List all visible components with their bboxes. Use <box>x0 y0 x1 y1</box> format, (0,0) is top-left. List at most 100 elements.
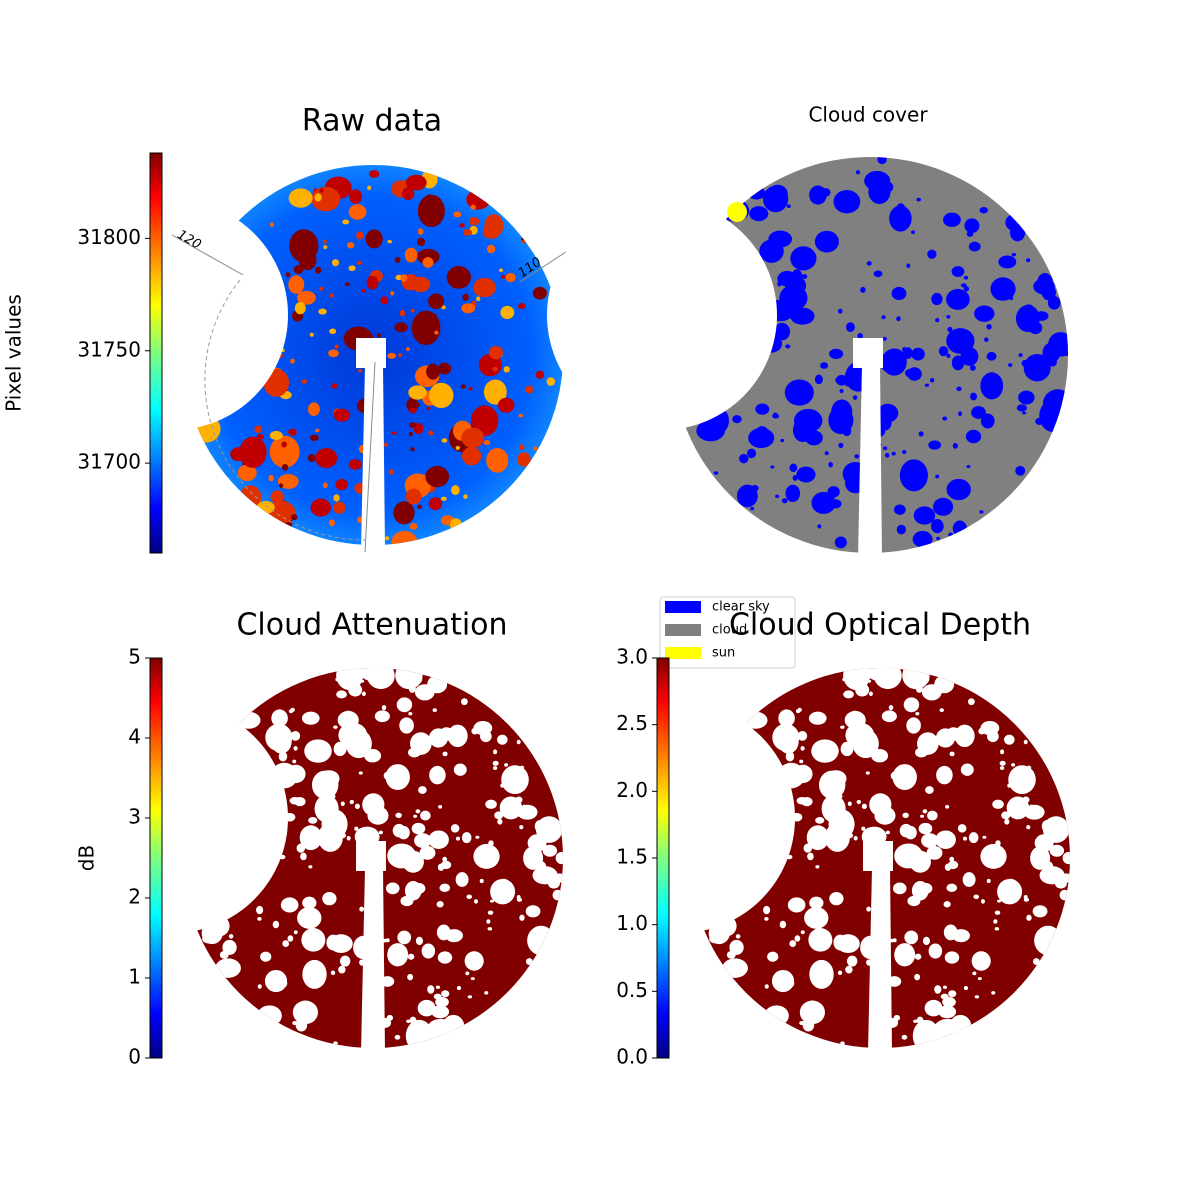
cloud-blob <box>455 445 460 450</box>
cloud-blob <box>522 804 527 810</box>
colorbar-tick-label: 0.0 <box>616 1045 648 1069</box>
cloud-blob <box>293 930 298 935</box>
cloud-blob <box>330 970 336 976</box>
cloud-blob <box>461 427 485 449</box>
cloud-blob <box>982 835 987 839</box>
cloud-blob <box>297 907 322 929</box>
cloud-blob <box>772 412 778 417</box>
obstruction <box>58 703 288 933</box>
cloud-blob <box>806 825 829 851</box>
cloud-blob <box>460 698 468 706</box>
cloud-blob <box>835 377 840 383</box>
cloud-blob <box>779 920 787 929</box>
cloud-blob <box>903 697 920 713</box>
cloud-blob <box>838 308 843 314</box>
colorbar-tick-label: 2 <box>128 885 141 909</box>
cloud-blob <box>946 328 975 354</box>
cloud-blob <box>861 803 867 810</box>
cloud-blob <box>1004 818 1010 825</box>
cloud-blob <box>323 773 330 781</box>
cloud-blob <box>713 471 719 475</box>
cloud-blob <box>338 965 346 974</box>
cloud-blob <box>253 438 262 445</box>
cloud-blob <box>516 897 523 902</box>
cloud-blob <box>747 186 766 200</box>
cloud-blob <box>986 324 992 330</box>
cloud-blob <box>770 465 775 469</box>
legend-swatch <box>665 601 701 613</box>
cloud-blob <box>994 927 1000 931</box>
mount-shadow <box>868 868 892 1053</box>
cloud-blob <box>1016 404 1027 412</box>
cloud-blob <box>930 377 935 383</box>
cloud-blob <box>394 322 408 333</box>
cloud-blob <box>736 484 758 508</box>
cloud-blob <box>302 896 317 910</box>
cloud-blob <box>947 326 953 333</box>
cloud-blob <box>956 386 962 392</box>
cloud-blob <box>431 1005 450 1019</box>
cloud-blob <box>946 883 958 892</box>
cloud-blob <box>767 184 788 204</box>
cloud-blob <box>906 717 921 734</box>
cloud-blob <box>488 840 494 847</box>
cloud-blob <box>796 796 808 805</box>
cloud-blob <box>696 420 725 442</box>
cloud-blob <box>399 309 406 317</box>
cloud-blob <box>455 836 461 841</box>
cloud-blob <box>411 882 426 895</box>
cloud-blob <box>946 288 970 310</box>
cloud-blob <box>449 518 462 532</box>
cloud-blob <box>418 786 427 794</box>
cloud-blob <box>555 851 563 865</box>
cloud-blob <box>497 878 511 892</box>
cloud-blob <box>1018 390 1035 405</box>
cloud-blob <box>790 246 817 271</box>
cloud-blob <box>972 971 977 976</box>
cloud-blob <box>417 194 445 228</box>
cloud-blob <box>385 938 390 943</box>
cloud-blob <box>317 823 343 852</box>
cloud-blob <box>391 431 397 435</box>
cloud-blob <box>322 891 337 906</box>
cloud-blob <box>967 698 975 706</box>
cloud-blob <box>763 905 771 915</box>
sun-marker <box>727 202 747 222</box>
cloud-blob <box>829 891 844 906</box>
cloud-blob <box>894 843 923 869</box>
cloud-blob <box>450 824 460 833</box>
cloud-blob <box>435 996 449 1008</box>
cloud-blob <box>1004 878 1018 892</box>
mount-shadow <box>361 868 385 1053</box>
cloud-blob <box>361 691 366 697</box>
cloud-blob <box>840 1041 845 1046</box>
cloud-blob <box>420 810 431 821</box>
cloud-blob <box>748 427 775 449</box>
cloud-blob <box>843 668 871 691</box>
cloud-blob <box>411 310 441 346</box>
colorbar <box>149 152 163 554</box>
cloud-blob <box>462 229 473 236</box>
cloud-blob <box>293 265 304 274</box>
cloud-blob <box>990 277 1016 301</box>
cloud-blob <box>323 245 328 250</box>
cloud-blob <box>419 845 436 860</box>
cloud-blob <box>473 277 496 298</box>
cloud-blob <box>428 497 443 511</box>
cloud-blob <box>333 1041 338 1046</box>
cloud-blob <box>407 673 423 686</box>
cloud-blob <box>410 308 415 313</box>
cloud-blob <box>270 490 285 504</box>
cloud-blob <box>497 397 515 413</box>
cloud-blob <box>911 230 916 235</box>
cloud-blob <box>288 275 305 294</box>
cloud-blob <box>828 406 854 435</box>
cloud-blob <box>971 406 986 419</box>
cloud-blob <box>827 966 833 971</box>
cloud-blob <box>346 835 351 841</box>
cloud-blob <box>1029 804 1034 810</box>
cloud-blob <box>501 765 529 795</box>
cloud-blob <box>921 833 939 848</box>
cloud-blob <box>486 244 496 254</box>
cloud-blob <box>750 506 755 511</box>
